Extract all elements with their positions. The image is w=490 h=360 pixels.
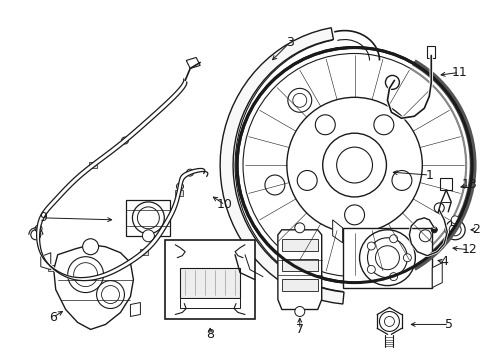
Circle shape (97, 280, 124, 309)
Polygon shape (282, 279, 318, 291)
Polygon shape (140, 249, 148, 255)
Circle shape (132, 202, 164, 234)
Text: 8: 8 (206, 328, 214, 341)
Polygon shape (186, 58, 200, 68)
Polygon shape (89, 162, 97, 168)
Polygon shape (41, 253, 51, 270)
Circle shape (295, 306, 305, 316)
Polygon shape (432, 263, 442, 288)
Text: 7: 7 (296, 323, 304, 336)
Polygon shape (126, 200, 171, 236)
Circle shape (390, 235, 397, 243)
FancyBboxPatch shape (165, 240, 255, 319)
Text: 13: 13 (461, 179, 477, 192)
Polygon shape (427, 45, 435, 58)
Circle shape (451, 216, 459, 224)
Text: 5: 5 (445, 318, 453, 331)
Text: 6: 6 (49, 311, 57, 324)
Circle shape (295, 223, 305, 233)
Circle shape (122, 137, 128, 144)
Circle shape (390, 273, 397, 281)
Polygon shape (48, 265, 56, 271)
Polygon shape (440, 178, 452, 190)
Text: 3: 3 (286, 36, 294, 49)
Circle shape (434, 203, 444, 213)
Polygon shape (180, 298, 240, 307)
Polygon shape (451, 218, 459, 225)
Circle shape (368, 242, 375, 250)
Circle shape (386, 75, 399, 89)
Polygon shape (130, 302, 141, 316)
Text: 4: 4 (441, 255, 448, 268)
Text: 9: 9 (39, 211, 47, 224)
Text: 12: 12 (461, 243, 477, 256)
Circle shape (187, 169, 194, 176)
Circle shape (158, 227, 165, 234)
Polygon shape (282, 239, 318, 251)
Circle shape (403, 254, 412, 262)
Polygon shape (54, 245, 133, 329)
Circle shape (419, 230, 431, 242)
Circle shape (92, 274, 99, 281)
Circle shape (35, 225, 42, 232)
Circle shape (360, 230, 416, 285)
Polygon shape (220, 28, 344, 304)
Circle shape (379, 311, 399, 332)
Circle shape (368, 265, 375, 273)
Circle shape (83, 239, 98, 255)
Text: 10: 10 (217, 198, 233, 211)
Circle shape (68, 257, 103, 293)
Circle shape (431, 227, 437, 233)
Circle shape (445, 220, 465, 240)
Text: 11: 11 (451, 66, 467, 79)
Polygon shape (174, 190, 182, 196)
Polygon shape (343, 228, 432, 288)
Polygon shape (278, 230, 322, 310)
Circle shape (176, 183, 183, 190)
Circle shape (143, 230, 154, 242)
Polygon shape (180, 268, 240, 298)
Polygon shape (333, 220, 343, 243)
Text: 1: 1 (425, 168, 433, 181)
Text: 2: 2 (472, 223, 480, 236)
Polygon shape (282, 259, 318, 271)
